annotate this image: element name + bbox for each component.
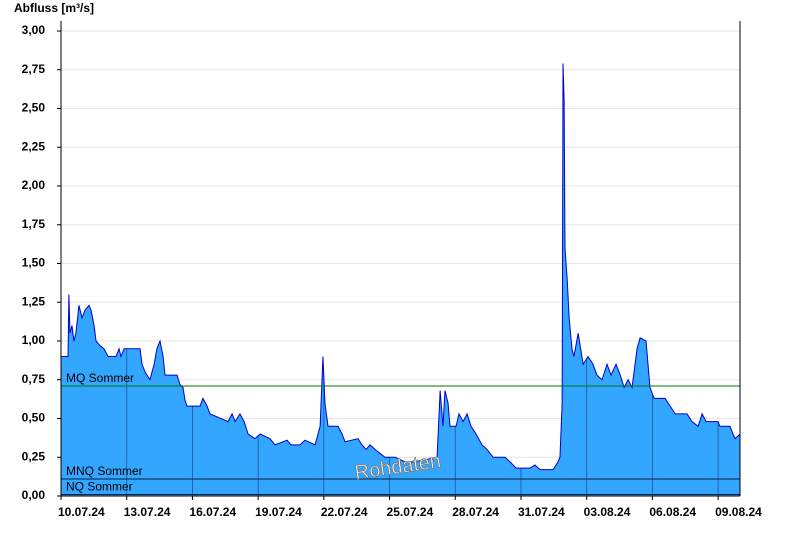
reference-label: NQ Sommer [66,480,133,494]
area [61,63,740,497]
y-tick-label: 3,00 [22,23,46,37]
y-tick-label: 0,75 [22,372,46,386]
x-tick-label: 22.07.24 [321,505,368,519]
x-tick-label: 25.07.24 [387,505,434,519]
y-tick-label: 2,25 [22,139,46,153]
y-tick-label: 0,25 [22,449,46,463]
y-tick-label: 1,75 [22,217,46,231]
x-tick-label: 10.07.24 [58,505,105,519]
x-tick-label: 31.07.24 [518,505,565,519]
x-tick-label: 28.07.24 [452,505,499,519]
x-tick-label: 09.08.24 [715,505,762,519]
reference-label: MNQ Sommer [66,464,143,478]
y-tick-label: 1,25 [22,294,46,308]
y-tick-label: 2,75 [22,62,46,76]
y-axis-label: Abfluss [m³/s] [14,1,94,15]
y-tick-label: 2,50 [22,101,46,115]
x-tick-label: 16.07.24 [189,505,236,519]
y-tick-label: 2,00 [22,178,46,192]
x-tick-label: 03.08.24 [584,505,631,519]
x-tick-label: 19.07.24 [255,505,302,519]
y-tick-label: 0,50 [22,411,46,425]
reference-label: MQ Sommer [66,371,134,385]
y-tick-label: 0,00 [22,488,46,502]
y-tick-label: 1,00 [22,333,46,347]
x-tick-label: 13.07.24 [124,505,171,519]
x-tick-label: 06.08.24 [649,505,696,519]
y-tick-label: 1,50 [22,256,46,270]
line [61,63,741,471]
